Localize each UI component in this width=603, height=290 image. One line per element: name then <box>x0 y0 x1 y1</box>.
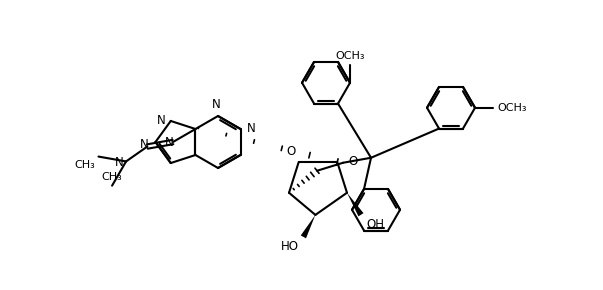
Text: CH₃: CH₃ <box>102 172 122 182</box>
Text: N: N <box>165 137 174 150</box>
Text: N: N <box>115 156 124 169</box>
Polygon shape <box>347 193 364 216</box>
Text: OCH₃: OCH₃ <box>497 103 526 113</box>
Text: O: O <box>348 155 357 168</box>
Text: HO: HO <box>280 240 298 253</box>
Text: OCH₃: OCH₃ <box>335 51 365 61</box>
Text: N: N <box>157 115 166 128</box>
Text: N: N <box>212 98 220 111</box>
Text: N: N <box>140 139 148 151</box>
Polygon shape <box>301 215 315 238</box>
Text: O: O <box>286 145 295 158</box>
Text: CH₃: CH₃ <box>75 160 95 170</box>
Text: N: N <box>247 122 255 135</box>
Text: OH: OH <box>366 218 384 231</box>
